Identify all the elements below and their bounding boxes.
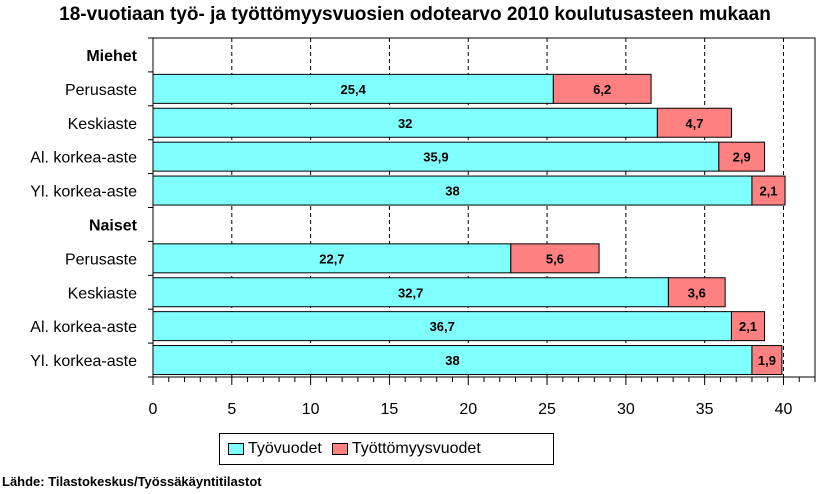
bar-tyottomyysvuodet [667,277,726,308]
category-label: Al. korkea-aste [30,150,137,167]
data-label: 2,1 [739,319,757,334]
category-label: Yl. korkea-aste [30,353,137,370]
data-label: 38 [445,184,459,199]
legend: Työvuodet Työttömyysvuodet [219,433,554,465]
category-label: Perusaste [65,251,137,268]
bar-tyottomyysvuodet [718,141,766,172]
bar-tyovuodet [152,243,512,274]
source-note: Lähde: Tilastokeskus/Työssäkäyntitilasto… [2,474,262,489]
category-label: Keskiaste [68,116,137,133]
legend-label-tyovuodet: Työvuodet [248,440,322,457]
chart-title: 18-vuotiaan työ- ja työttömyysvuosien od… [59,4,771,25]
x-tick-label: 10 [302,401,320,418]
category-label: Naiset [89,217,138,234]
bar-tyottomyysvuodet [730,311,766,342]
bar-tyovuodet [152,107,658,138]
bar-tyottomyysvuodet [552,73,652,104]
x-tick-label: 0 [149,401,158,418]
data-label: 4,7 [685,116,703,131]
bar-tyovuodet [152,345,753,376]
legend-item-tyottomyysvuodet: Työttömyysvuodet [331,440,481,458]
category-label: Keskiaste [68,285,137,302]
category-label: Miehet [86,48,137,65]
data-label: 25,4 [341,82,367,97]
x-tick-label: 35 [696,401,714,418]
x-tick-label: 20 [459,401,477,418]
bar-tyottomyysvuodet [656,107,732,138]
bar-tyottomyysvuodet [751,345,783,376]
data-label: 38 [445,353,459,368]
x-tick-label: 5 [227,401,236,418]
legend-label-tyottomyysvuodet: Työttömyysvuodet [351,440,481,457]
category-label: Perusaste [65,82,137,99]
bar-tyottomyysvuodet [751,175,786,206]
x-tick-label: 30 [617,401,635,418]
legend-item-tyovuodet: Työvuodet [228,440,322,458]
legend-swatch-tyottomyysvuodet [331,443,348,455]
data-label: 1,9 [758,353,776,368]
x-tick-label: 15 [381,401,399,418]
data-label: 2,9 [733,150,751,165]
data-label: 5,6 [546,251,564,266]
data-label: 32 [398,116,412,131]
data-label: 6,2 [593,82,611,97]
category-label: Yl. korkea-aste [30,184,137,201]
bar-tyottomyysvuodet [510,243,600,274]
data-label: 35,9 [423,150,448,165]
bar-tyovuodet [152,175,753,206]
data-label: 2,1 [759,184,777,199]
bar-tyovuodet [152,73,554,104]
data-label: 22,7 [319,251,344,266]
category-label: Al. korkea-aste [30,319,137,336]
data-label: 36,7 [430,319,455,334]
x-tick-label: 40 [775,401,793,418]
bar-tyovuodet [152,277,669,308]
data-label: 3,6 [688,285,706,300]
bar-tyovuodet [152,311,732,342]
x-tick-label: 25 [538,401,556,418]
data-label: 32,7 [398,285,423,300]
legend-swatch-tyovuodet [228,443,244,455]
